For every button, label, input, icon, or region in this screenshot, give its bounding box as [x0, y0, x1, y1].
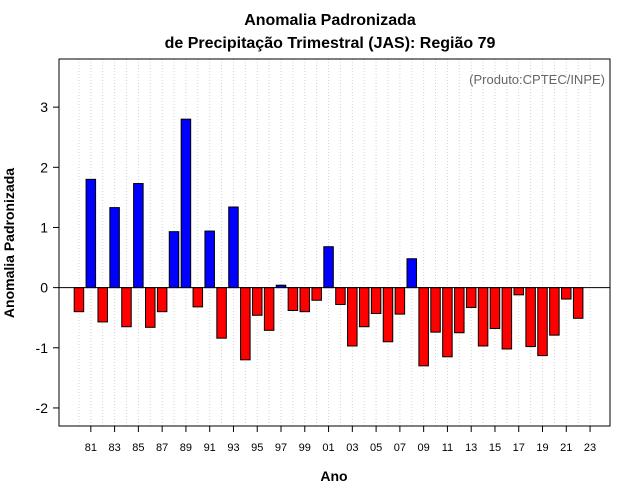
x-tick-label: 01 [322, 442, 334, 454]
x-axis-label: Ano [320, 468, 347, 484]
x-tick-label: 23 [584, 442, 596, 454]
x-tick-label: 09 [418, 442, 430, 454]
bar-2012 [454, 287, 465, 334]
x-tick-label: 87 [156, 442, 168, 454]
bar-2009 [418, 287, 429, 367]
x-tick-label: 11 [442, 442, 453, 454]
x-tick-label: 93 [227, 442, 239, 454]
bar-2007 [394, 287, 406, 315]
bar-2003 [347, 287, 358, 347]
bar-1984 [121, 287, 132, 328]
bar-2010 [430, 287, 441, 333]
bar-2006 [382, 287, 394, 343]
bar-1986 [145, 287, 156, 328]
bar-2019 [537, 287, 548, 357]
bar-1988 [168, 231, 180, 289]
y-tick-label: -1 [36, 340, 49, 356]
y-tick-label: 1 [40, 219, 48, 235]
x-tick-label: 15 [489, 442, 501, 454]
y-tick-label: 2 [40, 159, 48, 175]
credit-label: (Produto:CPTEC/INPE) [469, 72, 605, 87]
x-tick-label: 17 [513, 442, 525, 454]
bar-1996 [263, 287, 275, 331]
x-tick-label: 13 [465, 442, 477, 454]
bar-2011 [442, 287, 453, 358]
plot-frame [58, 58, 611, 427]
x-tick-label: 99 [299, 442, 311, 454]
bar-1987 [156, 287, 168, 313]
bar-2018 [525, 287, 536, 348]
vertical-grid [78, 59, 591, 426]
x-tick-label: 03 [346, 442, 358, 454]
bar-1983 [109, 207, 120, 289]
bar-2020 [549, 287, 560, 336]
x-tick-label: 89 [180, 442, 192, 454]
bars-group [73, 118, 584, 367]
bar-2017 [513, 287, 524, 296]
chart-subtitle: de Precipitação Trimestral (JAS): Região… [165, 35, 496, 52]
y-tick-label: 0 [40, 280, 48, 296]
bar-1989 [180, 118, 192, 289]
x-tick-label: 91 [204, 442, 216, 454]
bar-2021 [561, 287, 572, 300]
x-tick-label: 95 [251, 442, 263, 454]
bar-1994 [240, 287, 251, 361]
bar-2005 [370, 287, 382, 314]
chart-title: Anomalia Padronizada [244, 12, 416, 29]
bar-1981 [85, 178, 97, 289]
bar-1999 [299, 287, 311, 313]
x-tick-label: 85 [132, 442, 144, 454]
bar-1990 [192, 287, 204, 308]
bar-1980 [73, 287, 85, 313]
y-tick-label: 3 [40, 99, 48, 115]
bar-2015 [489, 287, 501, 330]
x-tick-label: 81 [85, 442, 97, 454]
bar-2000 [311, 287, 322, 301]
bar-1995 [251, 287, 263, 316]
y-axis-label: Anomalia Padronizada [1, 168, 17, 318]
bar-2004 [358, 287, 370, 328]
bar-2016 [501, 287, 513, 350]
bar-2014 [477, 287, 489, 347]
x-tick-label: 19 [536, 442, 548, 454]
bar-1985 [133, 183, 144, 289]
bar-1982 [97, 287, 108, 323]
x-tick-label: 21 [560, 442, 572, 454]
x-axis: 81 83 85 87 89 91 93 95 97 99 01 03 05 07 09 11 13 15 17 19… [85, 426, 596, 454]
bar-2008 [406, 258, 418, 289]
y-axis: -2 -1 0 1 2 3 [36, 99, 59, 416]
x-tick-label: 07 [394, 442, 406, 454]
bar-1998 [287, 287, 299, 311]
bar-2001 [323, 246, 334, 289]
x-tick-label: 05 [370, 442, 382, 454]
bar-2002 [335, 287, 346, 305]
bar-1992 [216, 287, 227, 339]
bar-2013 [465, 287, 477, 308]
bar-2022 [572, 287, 584, 319]
bar-1991 [204, 230, 215, 289]
x-tick-label: 83 [108, 442, 120, 454]
x-tick-label: 97 [275, 442, 287, 454]
y-tick-label: -2 [36, 400, 49, 416]
bar-1993 [228, 206, 239, 289]
